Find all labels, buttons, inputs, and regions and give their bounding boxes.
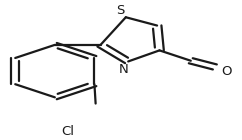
Text: O: O — [222, 65, 232, 78]
Text: Cl: Cl — [61, 125, 75, 138]
Text: N: N — [119, 63, 128, 76]
Text: S: S — [116, 4, 125, 17]
